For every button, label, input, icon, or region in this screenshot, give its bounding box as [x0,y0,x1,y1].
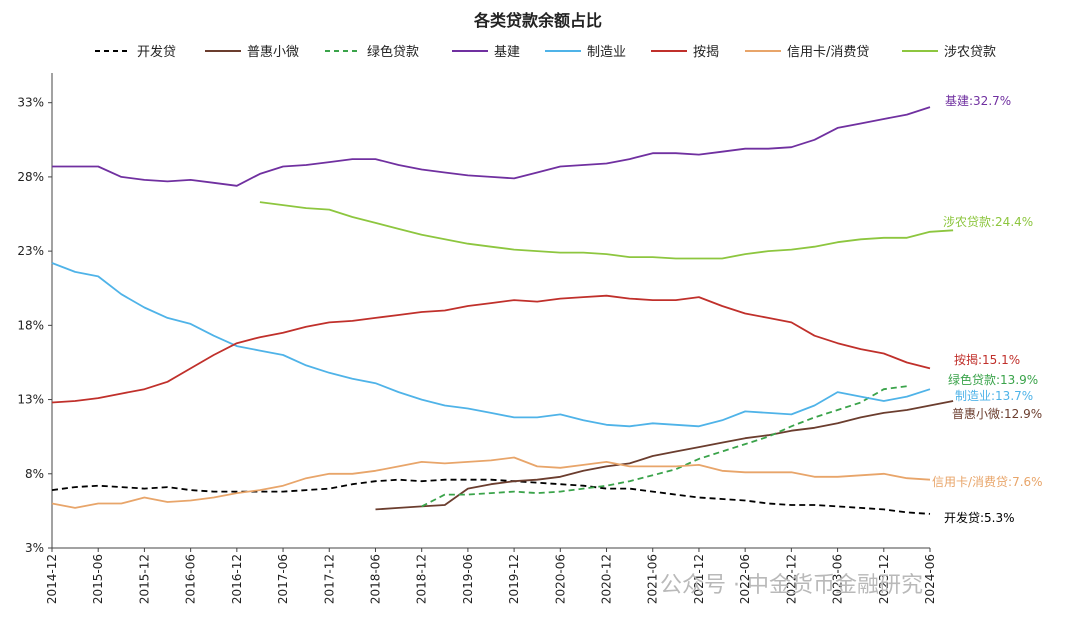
series-line [51,478,931,515]
y-tick-label: 8% [25,467,44,481]
series-end-label: 基建:32.7% [945,94,1011,108]
x-tick-label: 2022-12 [784,554,798,604]
x-tick-label: 2023-06 [831,554,845,604]
x-tick-label: 2016-12 [230,554,244,604]
series-line [421,385,908,508]
legend-label: 开发贷 [137,44,176,60]
x-tick-label: 2017-06 [276,554,290,604]
series-lines [51,106,954,515]
x-tick-label: 2021-12 [692,554,706,604]
axes: 3% 8% 13% 18% 23% 28% 33% 2014-12 2015-06 2015-12… [17,73,937,604]
series-end-label: 按揭:15.1% [954,352,1020,367]
legend-label: 涉农贷款 [944,45,996,60]
chart-title: 各类贷款余额占比 [473,11,602,30]
legend-label: 按揭 [693,45,719,60]
x-tick-label: 2021-06 [646,554,660,604]
series-end-label: 涉农贷款:24.4% [943,215,1033,229]
x-tick-label: 2019-06 [461,554,475,604]
series-end-label: 信用卡/消费贷:7.6% [932,475,1043,489]
x-tick-label: 2018-12 [415,554,429,604]
x-tick-label: 2019-12 [507,554,521,604]
series-line [51,262,931,428]
x-tick-label: 2016-06 [184,554,198,604]
legend-label: 信用卡/消费贷 [787,45,869,60]
series-line [51,294,931,404]
x-tick-label: 2024-06 [923,554,937,604]
end-labels: 开发贷:5.3% 普惠小微:12.9% 绿色贷款:13.9% 基建:32.7% 制造业:… [932,94,1043,525]
series-end-label: 开发贷:5.3% [944,510,1015,525]
x-tick-label: 2023-12 [877,554,891,604]
x-tick-label: 2020-12 [600,554,614,604]
series-line [52,106,931,187]
x-tick-label: 2020-06 [553,554,567,604]
x-tick-label: 2022-06 [738,554,752,604]
y-tick-label: 13% [17,393,44,407]
legend-label: 基建 [494,45,520,60]
legend-label: 普惠小微 [247,45,299,60]
x-tick-label: 2015-12 [137,554,151,604]
x-tick-label: 2018-06 [368,554,382,604]
y-tick-label: 3% [25,541,44,555]
series-end-label: 绿色贷款:13.9% [948,372,1038,387]
series-end-label: 普惠小微:12.9% [952,407,1042,421]
legend-label: 制造业 [587,45,626,60]
y-tick-label: 18% [17,318,44,332]
y-tick-label: 28% [17,170,44,184]
series-line [375,400,954,511]
legend: 开发贷 普惠小微 绿色贷款 基建 制造业 按揭 信用卡/消费贷 涉农贷款 [95,44,996,60]
x-tick-label: 2017-12 [322,554,336,604]
series-line [51,456,931,509]
watermark: 公众号 · 中金货币金融研究 [660,573,923,598]
series-end-label: 制造业:13.7% [955,389,1033,403]
x-tick-label: 2015-06 [91,554,105,604]
legend-label: 绿色贷款 [367,44,419,60]
y-tick-label: 33% [17,96,44,110]
y-tick-label: 23% [17,244,44,258]
x-tick-label: 2014-12 [45,554,59,604]
series-line [259,201,954,260]
